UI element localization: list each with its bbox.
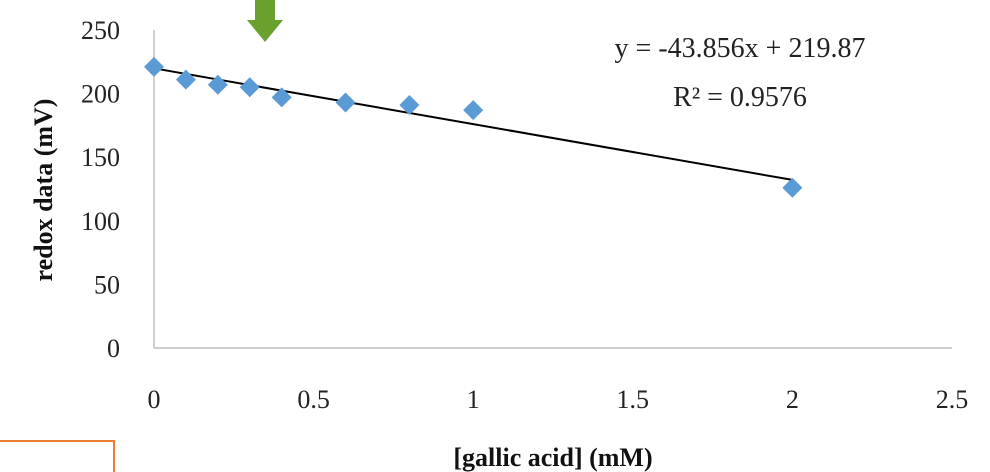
y-tick-label: 0 [107,334,120,363]
y-tick-label: 50 [94,270,120,299]
trendline-equation: y = -43.856x + 219.87 [615,33,866,64]
data-point [239,77,260,98]
y-tick-label: 250 [81,16,120,45]
x-axis-title: [gallic acid] (mM) [453,443,652,472]
data-point [399,95,420,116]
axes [153,30,952,349]
y-tick-label: 150 [81,143,120,172]
data-point [463,100,484,121]
y-tick-labels: 0 50 100 150 200 250 [81,16,120,363]
data-point [207,74,228,95]
data-point [782,177,803,198]
x-tick-label: 1 [467,385,480,414]
x-tick-label: 0.5 [297,385,330,414]
trendline [153,67,793,181]
x-tick-label: 2.5 [936,385,969,414]
green-down-arrow [247,0,283,42]
r-squared-label: R² = 0.9576 [673,82,807,113]
y-tick-label: 100 [81,207,120,236]
data-point [335,92,356,113]
x-tick-label: 0 [148,385,161,414]
data-point [175,69,196,90]
y-tick-label: 200 [81,80,120,109]
x-tick-label: 2 [786,385,799,414]
data-point [271,87,292,108]
x-tick-label: 1.5 [617,385,650,414]
y-axis-title: redox data (mV) [29,99,58,282]
data-point [144,56,164,77]
x-tick-labels: 0 0.5 1 1.5 2 2.5 [148,385,969,414]
data-points [144,56,803,198]
cropped-orange-box [0,440,115,472]
